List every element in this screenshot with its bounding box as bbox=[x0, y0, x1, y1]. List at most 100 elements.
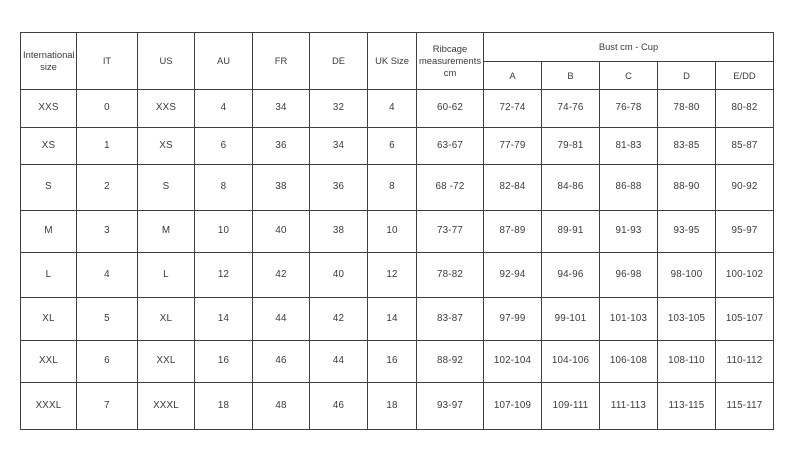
table-cell: 14 bbox=[367, 297, 417, 341]
table-cell: 40 bbox=[252, 210, 310, 253]
table-cell: S bbox=[137, 164, 195, 211]
table-cell: 73-77 bbox=[416, 210, 484, 253]
table-cell: 76-78 bbox=[599, 89, 658, 128]
table-cell: 106-108 bbox=[599, 340, 658, 383]
table-cell: 97-99 bbox=[483, 297, 542, 341]
table-cell: 0 bbox=[76, 89, 138, 128]
table-cell: 89-91 bbox=[541, 210, 600, 253]
table-cell: 40 bbox=[309, 252, 368, 298]
table-cell: 3 bbox=[76, 210, 138, 253]
header-cup-a: A bbox=[483, 61, 542, 90]
header-de: DE bbox=[309, 32, 368, 90]
table-cell: XXXL bbox=[20, 382, 77, 430]
table-cell: L bbox=[20, 252, 77, 298]
table-cell: 109-111 bbox=[541, 382, 600, 430]
table-cell: 94-96 bbox=[541, 252, 600, 298]
table-row: XXXL 7 XXXL 18 48 46 18 93-97 107-109 109-111 111-… bbox=[20, 382, 775, 430]
table-cell: 83-85 bbox=[657, 127, 716, 165]
table-cell: 113-115 bbox=[657, 382, 716, 430]
table-cell: 5 bbox=[76, 297, 138, 341]
table-cell: 16 bbox=[194, 340, 253, 383]
table-body: XXS 0 XXS 4 34 32 4 60-62 72-74 74-76 76-78 78-80 80… bbox=[20, 89, 775, 430]
table-cell: 79-81 bbox=[541, 127, 600, 165]
table-cell: 2 bbox=[76, 164, 138, 211]
table-cell: XXL bbox=[20, 340, 77, 383]
table-cell: 90-92 bbox=[714, 164, 775, 211]
table-cell: 88-90 bbox=[657, 164, 716, 211]
table-cell: 82-84 bbox=[483, 164, 542, 211]
table-cell: 4 bbox=[367, 89, 417, 128]
table-row: XXS 0 XXS 4 34 32 4 60-62 72-74 74-76 76-78 78-80 80… bbox=[20, 89, 775, 128]
table-cell: 8 bbox=[194, 164, 253, 211]
header-it: IT bbox=[76, 32, 138, 90]
table-cell: 84-86 bbox=[541, 164, 600, 211]
table-cell: 102-104 bbox=[483, 340, 542, 383]
table-cell: 60-62 bbox=[416, 89, 484, 128]
table-row: XXL 6 XXL 16 46 44 16 88-92 102-104 104-106 106-10… bbox=[20, 340, 775, 383]
table-row: XL 5 XL 14 44 42 14 83-87 97-99 99-101 101-103 103-… bbox=[20, 297, 775, 341]
table-cell: 42 bbox=[309, 297, 368, 341]
header-bust-cup-group: Bust cm - Cup bbox=[482, 32, 775, 62]
table-cell: 99-101 bbox=[541, 297, 600, 341]
table-cell: XXXL bbox=[137, 382, 195, 430]
table-cell: 100-102 bbox=[714, 252, 775, 298]
table-cell: 6 bbox=[367, 127, 417, 165]
table-cell: 91-93 bbox=[599, 210, 658, 253]
table-cell: 110-112 bbox=[714, 340, 775, 383]
table-cell: 12 bbox=[367, 252, 417, 298]
table-cell: 4 bbox=[194, 89, 253, 128]
table-cell: 46 bbox=[309, 382, 368, 430]
table-cell: XL bbox=[137, 297, 195, 341]
table-cell: 34 bbox=[309, 127, 368, 165]
table-cell: 77-79 bbox=[483, 127, 542, 165]
table-cell: 6 bbox=[76, 340, 138, 383]
table-cell: 78-80 bbox=[657, 89, 716, 128]
header-cup-c: C bbox=[599, 61, 658, 90]
table-cell: 34 bbox=[252, 89, 310, 128]
table-cell: 44 bbox=[252, 297, 310, 341]
table-cell: S bbox=[20, 164, 77, 211]
table-cell: 104-106 bbox=[541, 340, 600, 383]
table-cell: XXL bbox=[137, 340, 195, 383]
table-cell: 95-97 bbox=[714, 210, 775, 253]
table-cell: 12 bbox=[194, 252, 253, 298]
table-cell: 72-74 bbox=[483, 89, 542, 128]
table-cell: XS bbox=[137, 127, 195, 165]
table-cell: 111-113 bbox=[599, 382, 658, 430]
table-cell: 32 bbox=[309, 89, 368, 128]
table-cell: 4 bbox=[76, 252, 138, 298]
table-cell: 86-88 bbox=[599, 164, 658, 211]
table-cell: 88-92 bbox=[416, 340, 484, 383]
header-row-cups: A B C D E/DD bbox=[21, 61, 775, 90]
table-cell: 10 bbox=[194, 210, 253, 253]
table-cell: 103-105 bbox=[657, 297, 716, 341]
table-cell: 36 bbox=[252, 127, 310, 165]
header-cup-b: B bbox=[541, 61, 600, 90]
header-international-size: International size bbox=[20, 32, 77, 90]
table-cell: 38 bbox=[252, 164, 310, 211]
table-cell: 63-67 bbox=[416, 127, 484, 165]
table-cell: 46 bbox=[252, 340, 310, 383]
table-cell: 48 bbox=[252, 382, 310, 430]
table-cell: 1 bbox=[76, 127, 138, 165]
table-cell: 36 bbox=[309, 164, 368, 211]
header-us: US bbox=[137, 32, 195, 90]
size-chart-table: International size IT US AU FR DE UK Siz… bbox=[20, 32, 775, 430]
table-cell: XL bbox=[20, 297, 77, 341]
table-header: International size IT US AU FR DE UK Siz… bbox=[20, 32, 775, 90]
table-row: M 3 M 10 40 38 10 73-77 87-89 89-91 91-93 93-95 95-9… bbox=[20, 210, 775, 253]
table-cell: 38 bbox=[309, 210, 368, 253]
table-row: S 2 S 8 38 36 8 68 -72 82-84 84-86 86-88 88-90 90-92 bbox=[20, 164, 775, 211]
table-cell: 83-87 bbox=[416, 297, 484, 341]
header-fr: FR bbox=[252, 32, 310, 90]
table-cell: 74-76 bbox=[541, 89, 600, 128]
header-row-top: International size IT US AU FR DE UK Siz… bbox=[20, 32, 775, 90]
header-ribcage: Ribcage measurements cm bbox=[416, 32, 484, 90]
table-cell: 115-117 bbox=[714, 382, 775, 430]
table-cell: 87-89 bbox=[483, 210, 542, 253]
table-row: L 4 L 12 42 40 12 78-82 92-94 94-96 96-98 98-100 100… bbox=[20, 252, 775, 298]
table-cell: 80-82 bbox=[714, 89, 775, 128]
table-cell: 44 bbox=[309, 340, 368, 383]
table-row: XS 1 XS 6 36 34 6 63-67 77-79 79-81 81-83 83-85 85-8… bbox=[20, 127, 775, 165]
